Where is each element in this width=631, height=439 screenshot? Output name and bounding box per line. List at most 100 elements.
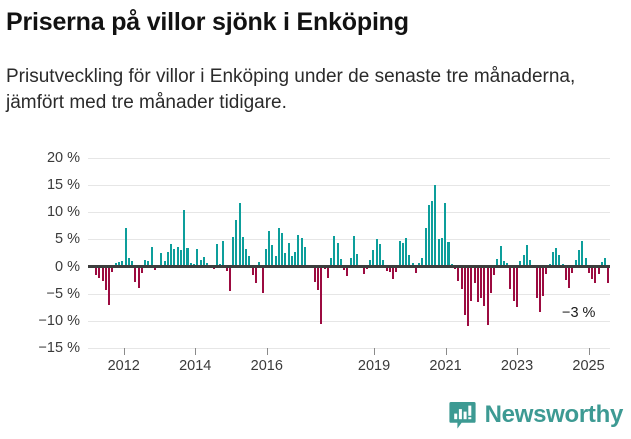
bar bbox=[179, 249, 182, 267]
bar bbox=[555, 248, 558, 267]
bar bbox=[395, 266, 398, 272]
bar bbox=[277, 228, 280, 267]
bar bbox=[604, 257, 607, 267]
bar bbox=[405, 238, 408, 267]
bar bbox=[529, 260, 532, 267]
bar bbox=[140, 266, 143, 273]
bar bbox=[444, 202, 447, 267]
bar bbox=[206, 263, 209, 267]
bar bbox=[316, 266, 319, 291]
bar bbox=[427, 205, 430, 267]
bar bbox=[310, 264, 313, 267]
bar bbox=[476, 266, 479, 303]
value-annotation: −3 % bbox=[562, 304, 596, 321]
bar bbox=[108, 266, 111, 306]
bar bbox=[401, 242, 404, 267]
bar bbox=[450, 263, 453, 267]
bar bbox=[245, 249, 248, 267]
bar bbox=[365, 266, 368, 270]
bar bbox=[134, 266, 137, 283]
bar bbox=[307, 266, 310, 268]
bar bbox=[287, 243, 290, 267]
bar bbox=[300, 238, 303, 267]
bar bbox=[232, 237, 235, 267]
bar bbox=[336, 242, 339, 267]
bar bbox=[548, 263, 551, 267]
y-axis-tick-label: −5 % bbox=[46, 285, 80, 302]
bar bbox=[392, 266, 395, 279]
bar bbox=[577, 249, 580, 267]
bar bbox=[153, 266, 156, 270]
bar bbox=[173, 249, 176, 267]
bar bbox=[225, 266, 228, 271]
bar bbox=[457, 266, 460, 281]
bar bbox=[506, 263, 509, 267]
bar bbox=[258, 261, 261, 267]
bar bbox=[408, 255, 411, 267]
bar bbox=[160, 253, 163, 267]
bar bbox=[147, 261, 150, 267]
bar bbox=[378, 243, 381, 267]
x-axis-tick bbox=[588, 348, 590, 355]
x-axis-tick bbox=[445, 348, 447, 355]
bar bbox=[454, 266, 457, 270]
bar bbox=[117, 261, 120, 267]
bar bbox=[551, 252, 554, 267]
bar bbox=[561, 264, 564, 267]
bar bbox=[248, 255, 251, 267]
bar bbox=[434, 184, 437, 267]
bar bbox=[545, 266, 548, 274]
bar bbox=[463, 266, 466, 315]
bar bbox=[271, 244, 274, 267]
bar bbox=[411, 262, 414, 267]
bar bbox=[166, 252, 169, 267]
bar bbox=[597, 266, 600, 275]
bar bbox=[362, 266, 365, 274]
bar bbox=[564, 266, 567, 280]
x-axis-tick-label: 2025 bbox=[572, 358, 605, 374]
bar bbox=[502, 261, 505, 267]
bar bbox=[330, 258, 333, 267]
bar bbox=[209, 265, 212, 267]
bar bbox=[157, 264, 160, 267]
bar bbox=[150, 247, 153, 267]
bar bbox=[202, 257, 205, 267]
bar bbox=[356, 253, 359, 267]
bar bbox=[255, 266, 258, 284]
bar bbox=[522, 254, 525, 267]
y-axis-tick-label: 20 % bbox=[46, 150, 80, 166]
bar bbox=[437, 239, 440, 267]
bar bbox=[127, 257, 130, 267]
bar bbox=[346, 266, 349, 277]
x-axis-tick bbox=[266, 348, 268, 355]
bar bbox=[440, 238, 443, 267]
x-axis-tick-label: 2012 bbox=[107, 358, 140, 374]
bar bbox=[467, 266, 470, 327]
bar bbox=[447, 242, 450, 267]
bar bbox=[320, 266, 323, 324]
bar bbox=[398, 241, 401, 267]
bar bbox=[186, 248, 189, 267]
x-axis-tick-label: 2016 bbox=[250, 358, 283, 374]
bar bbox=[281, 232, 284, 267]
y-axis-tick-label: 10 % bbox=[46, 204, 80, 221]
bar bbox=[607, 266, 610, 283]
bar bbox=[359, 264, 362, 267]
bar bbox=[584, 258, 587, 267]
bar bbox=[144, 260, 147, 267]
bar bbox=[512, 266, 515, 302]
bar bbox=[274, 255, 277, 267]
bar bbox=[215, 244, 218, 267]
x-axis-tick bbox=[374, 348, 376, 355]
plot-area bbox=[88, 158, 610, 349]
bar bbox=[574, 260, 577, 267]
y-axis-tick-label: 5 % bbox=[55, 231, 80, 248]
bar bbox=[558, 254, 561, 267]
bar bbox=[261, 266, 264, 293]
bar bbox=[499, 245, 502, 267]
bar bbox=[303, 247, 306, 267]
bar bbox=[294, 252, 297, 267]
bar bbox=[516, 266, 519, 307]
bar bbox=[111, 266, 114, 272]
